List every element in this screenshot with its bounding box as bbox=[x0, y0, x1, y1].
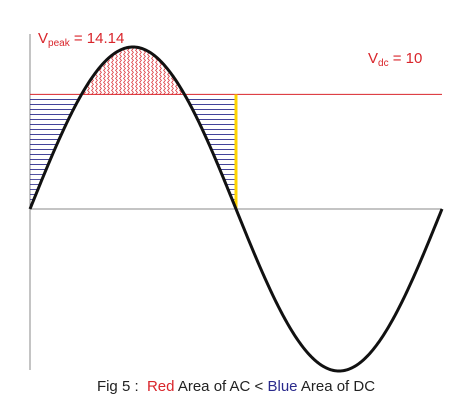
red-hatch-line bbox=[126, 48, 130, 95]
red-hatch-line bbox=[146, 52, 150, 95]
peak-voltage-label: Vpeak = 14.14 bbox=[38, 30, 125, 49]
red-hatch-line bbox=[106, 58, 110, 95]
caption-blue-word: Blue bbox=[267, 378, 298, 395]
caption-red-word: Red bbox=[146, 378, 175, 395]
red-hatch-line bbox=[150, 54, 154, 95]
red-hatch-line bbox=[166, 70, 170, 95]
red-hatch-line bbox=[138, 48, 142, 95]
red-hatch-line bbox=[170, 76, 174, 95]
red-hatch-line bbox=[94, 72, 98, 95]
figure-caption: Fig 5 : Red Area of AC < Blue Area of DC bbox=[0, 378, 472, 395]
red-hatch-line bbox=[142, 50, 146, 95]
red-hatch-line bbox=[110, 56, 114, 95]
red-hatch-line bbox=[118, 50, 122, 95]
red-hatch-line bbox=[162, 66, 166, 95]
red-hatch-line bbox=[158, 62, 162, 95]
red-hatch-line bbox=[122, 48, 126, 95]
dc-voltage-label: Vdc = 10 bbox=[368, 50, 423, 69]
red-hatch-line bbox=[98, 68, 102, 95]
red-hatch-line bbox=[154, 58, 158, 95]
caption-suffix: Area of DC bbox=[297, 378, 376, 395]
red-hatch-line bbox=[114, 52, 118, 95]
caption-prefix: Fig 5 : bbox=[96, 378, 147, 395]
sine-curve bbox=[28, 45, 444, 373]
red-hatch-line bbox=[134, 48, 138, 95]
red-hatch-line bbox=[130, 48, 134, 95]
red-hatch-line bbox=[102, 62, 106, 95]
caption-middle: Area of AC < bbox=[174, 378, 268, 395]
red-hatch-line bbox=[90, 78, 94, 95]
